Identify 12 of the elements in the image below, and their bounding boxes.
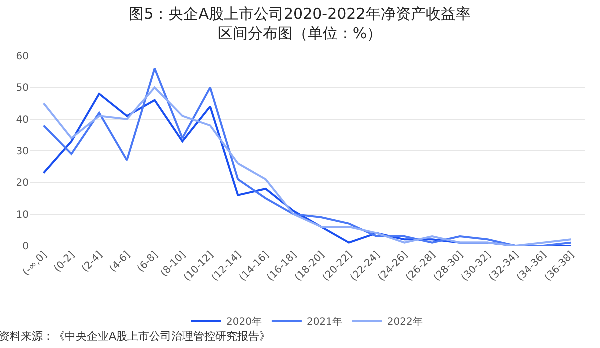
y-tick-label: 20 — [16, 178, 29, 190]
y-tick-label: 60 — [16, 52, 29, 62]
text: 资料来源：《中央企业A股上市公司治理管控研究报告》 — [0, 330, 271, 343]
legend-label: 2021年 — [306, 316, 342, 328]
y-tick-label: 30 — [16, 146, 29, 158]
y-tick-label: 40 — [16, 114, 29, 126]
chart-title: 图5：央企A股上市公司2020-2022年净资产收益率区间分布图（单位：%） — [129, 5, 471, 43]
y-tick-label: 10 — [16, 210, 29, 221]
y-tick-label: 50 — [16, 83, 29, 94]
legend-label: 2020年 — [226, 316, 262, 328]
y-tick-label: 0 — [22, 242, 29, 252]
legend-label: 2022年 — [387, 316, 423, 328]
